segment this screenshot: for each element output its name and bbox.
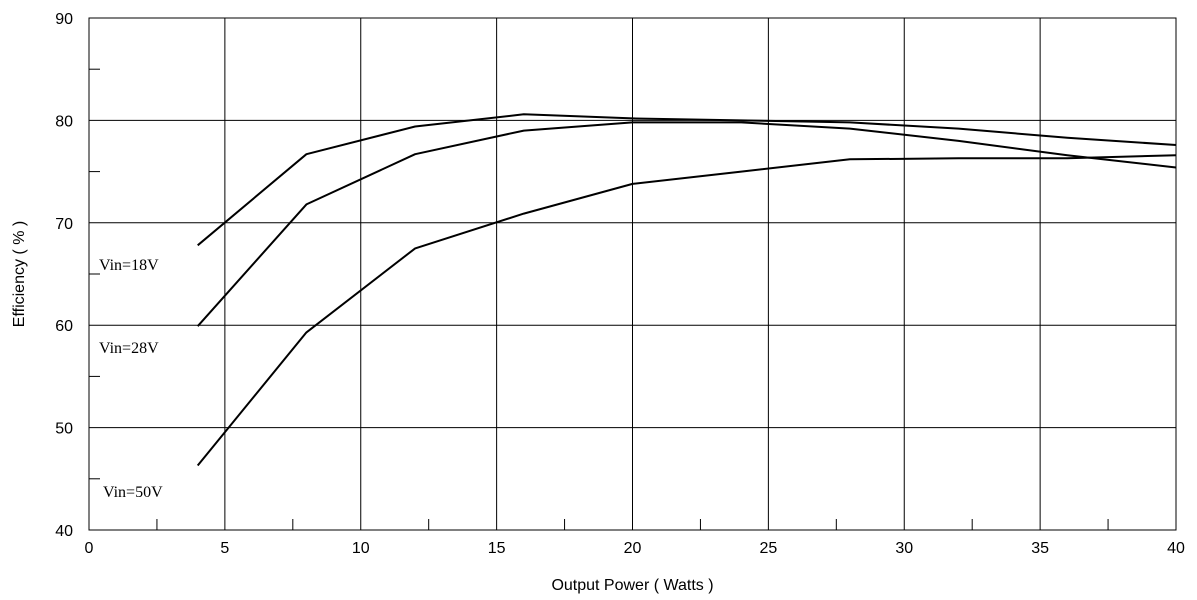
- series-line-2: [196, 121, 1177, 327]
- y-tick-label: 40: [55, 523, 73, 540]
- x-tick-label: 20: [624, 540, 642, 557]
- series-line-1: [197, 113, 1177, 247]
- y-axis-title: Efficiency ( % ): [11, 221, 28, 327]
- y-tick-label: 50: [55, 421, 73, 438]
- x-tick-label: 10: [352, 540, 370, 557]
- y-tick-label: 60: [55, 318, 73, 335]
- x-tick-label: 25: [759, 540, 777, 557]
- series-label-3: Vin=50V: [103, 484, 163, 501]
- x-tick-label: 35: [1031, 540, 1049, 557]
- x-axis-title: Output Power ( Watts ): [551, 577, 713, 594]
- y-tick-label: 80: [55, 113, 73, 130]
- series-label-2: Vin=28V: [99, 340, 159, 357]
- series-lines: [196, 113, 1177, 467]
- x-tick-label: 0: [85, 540, 94, 557]
- grid: [88, 17, 1177, 531]
- y-tick-label: 90: [55, 11, 73, 28]
- x-tick-label: 40: [1167, 540, 1185, 557]
- y-tick-label: 70: [55, 216, 73, 233]
- series-label-1: Vin=18V: [99, 257, 159, 274]
- y-tick-labels: 40 50 60 70 80 90: [55, 11, 73, 540]
- x-tick-label: 5: [220, 540, 229, 557]
- x-tick-labels: 0 5 10 15 20 25 30 35 40: [85, 540, 1185, 557]
- series-line-3: [196, 154, 1177, 467]
- series-labels: Vin=18V Vin=28V Vin=50V: [99, 257, 163, 501]
- x-tick-label: 30: [895, 540, 913, 557]
- minor-ticks: [89, 68, 1109, 530]
- x-tick-label: 15: [488, 540, 506, 557]
